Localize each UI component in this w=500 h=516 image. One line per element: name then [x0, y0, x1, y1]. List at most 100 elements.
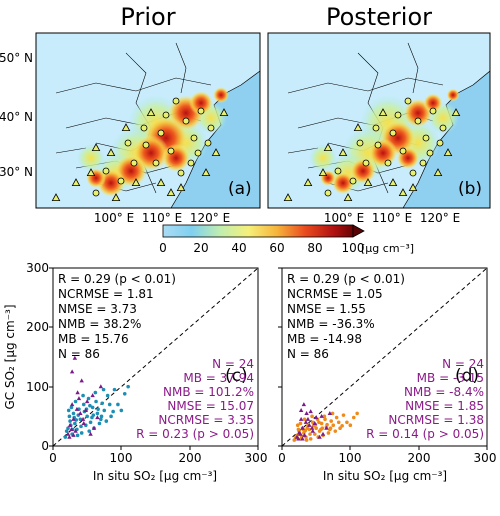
data-point-circle	[308, 437, 313, 441]
map-title-posterior: Posterior	[326, 3, 432, 31]
obs-site-triangle	[338, 148, 348, 157]
data-point-circle	[341, 413, 346, 417]
colorbar-tick-label: 100	[342, 241, 365, 255]
obs-site-circle	[130, 159, 138, 167]
obs-site-circle	[117, 177, 125, 185]
map-posterior	[267, 32, 491, 209]
scatter-points-d	[292, 402, 359, 442]
data-point-circle	[100, 401, 104, 406]
data-point-circle	[326, 431, 331, 435]
stat-line: NMB = -8.4%	[404, 385, 484, 399]
data-point-circle	[296, 427, 301, 432]
data-point-triangle	[72, 355, 78, 360]
data-point-triangle	[95, 415, 100, 420]
stat-line: R = 0.23 (p > 0.05)	[136, 427, 254, 441]
data-point-triangle	[301, 402, 307, 407]
obs-site-circle	[162, 111, 170, 119]
data-point-triangle	[98, 384, 104, 389]
colorbar-gradient	[162, 224, 354, 238]
data-point-circle	[119, 408, 124, 413]
data-point-triangle	[90, 393, 95, 398]
data-point-circle	[295, 423, 300, 428]
data-point-triangle	[71, 416, 76, 421]
data-point-circle	[126, 384, 130, 389]
obs-site-triangle	[146, 108, 156, 116]
obs-site-triangle	[433, 168, 443, 177]
data-point-triangle	[83, 408, 88, 412]
obs-site-circle	[384, 159, 392, 167]
obs-site-triangle	[303, 178, 313, 187]
data-point-circle	[308, 432, 312, 436]
x-tick-labels-d: 0 100 200 300	[278, 451, 496, 465]
data-point-triangle	[312, 421, 317, 426]
lon-tick-label: 100° E	[94, 211, 134, 225]
data-point-circle	[310, 414, 314, 419]
map-frame	[267, 32, 491, 209]
stat-line: NCRMSE = 3.35	[158, 413, 254, 427]
data-point-circle	[323, 417, 327, 422]
obs-site-circle	[157, 129, 165, 137]
lat-tick-label: 50° N	[0, 51, 33, 65]
obs-site-circle	[190, 134, 198, 142]
lon-tick-label: 100° E	[324, 211, 364, 225]
data-point-circle	[64, 429, 69, 433]
obs-site-circle	[436, 139, 444, 147]
obs-site-circle	[182, 117, 190, 125]
obs-site-triangle	[156, 178, 166, 187]
data-point-triangle	[79, 378, 84, 383]
map-title-prior: Prior	[120, 3, 175, 31]
stat-line: NMSE = 1.55	[287, 302, 366, 316]
obs-site-circle	[404, 97, 412, 105]
panel-label-c: (c)	[225, 366, 248, 386]
data-point-triangle	[313, 415, 319, 420]
data-point-circle	[338, 426, 342, 431]
lon-tick-labels: 100° E 110° E 120° E 100° E 110° E 120° …	[94, 211, 460, 225]
data-point-circle	[320, 426, 325, 431]
data-point-circle	[86, 396, 91, 401]
stat-line: NMB = 38.2%	[58, 317, 141, 331]
panel-label-b: (b)	[458, 179, 482, 199]
concentration-hotspot	[446, 88, 460, 102]
obs-site-triangle	[166, 188, 176, 197]
colorbar-tick-label: 0	[159, 241, 167, 255]
data-point-circle	[302, 417, 307, 422]
data-point-circle	[112, 387, 117, 392]
obs-site-circle	[372, 124, 380, 132]
data-point-triangle	[296, 436, 301, 441]
lat-tick-label: 40° N	[0, 110, 33, 124]
data-point-circle	[330, 411, 335, 416]
data-point-circle	[99, 417, 103, 422]
obs-site-triangle	[451, 108, 461, 116]
data-point-triangle	[319, 413, 324, 418]
data-point-triangle	[75, 390, 80, 395]
data-point-triangle	[304, 410, 309, 415]
data-point-triangle	[84, 399, 90, 404]
obs-site-triangle	[323, 143, 333, 152]
obs-site-triangle	[443, 148, 453, 157]
data-point-triangle	[307, 422, 312, 427]
panel-label-d: (d)	[455, 366, 479, 386]
obs-site-circle	[439, 124, 447, 132]
panel-label-a: (a)	[228, 179, 252, 199]
data-point-circle	[111, 409, 115, 414]
data-point-circle	[79, 424, 83, 429]
stat-line: N = 24	[442, 357, 484, 371]
data-point-circle	[90, 405, 95, 410]
x-tick-label: 300	[474, 451, 497, 465]
data-point-circle	[325, 422, 329, 427]
data-point-circle	[319, 421, 324, 426]
data-point-circle	[305, 426, 310, 431]
data-point-triangle	[88, 431, 93, 436]
ticks-d	[278, 267, 488, 450]
concentration-hotspot	[331, 171, 355, 195]
data-point-circle	[67, 414, 72, 419]
stat-line: NMB = -36.3%	[287, 317, 375, 331]
stat-line: NMB = 101.2%	[163, 385, 254, 399]
data-point-triangle	[320, 431, 326, 436]
x-tick-label: 100	[339, 451, 362, 465]
stats-top-d: R = 0.29 (p < 0.01) NCRMSE = 1.05 NMSE =…	[287, 272, 405, 361]
data-point-triangle	[309, 425, 315, 430]
data-point-circle	[81, 393, 85, 398]
concentration-area	[309, 144, 337, 172]
